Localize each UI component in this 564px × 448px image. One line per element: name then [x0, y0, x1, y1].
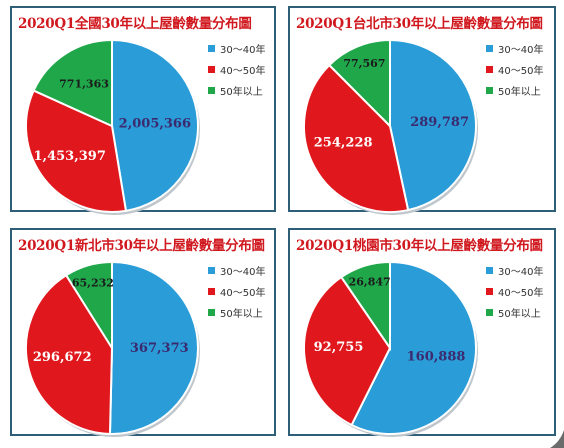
legend-label: 30～40年	[498, 45, 544, 56]
slice-40-50	[303, 275, 392, 427]
legend-swatch	[486, 45, 493, 52]
pie-chart-panel-taipei: 2020Q1台北市30年以上屋齡數量分布圖 289,787 254,228 77,5…	[288, 6, 556, 215]
pie-chart-panel-taoyuan: 2020Q1桃園市30年以上屋齡數量分布圖 160,888 92,755 26,84…	[288, 228, 556, 437]
legend-label: 30～40年	[220, 267, 266, 278]
chart-legend: 30～40年 40～50年 50年以上	[208, 38, 265, 101]
slice-50-plus	[64, 260, 113, 352]
legend-item-40-50: 40～50年	[208, 281, 265, 302]
label-30-40: 160,888	[407, 350, 466, 365]
chart-title: 2020Q1新北市30年以上屋齡數量分布圖	[18, 238, 265, 254]
slice-50-plus	[339, 260, 391, 352]
pie-chart-panel-national: 2020Q1全國30年以上屋齡數量分布圖 2,005,366 1,453,397 7…	[10, 6, 276, 215]
page-corner-curl	[550, 430, 564, 448]
label-40-50: 254,228	[314, 135, 373, 150]
chart-legend: 30～40年 40～50年 50年以上	[486, 260, 543, 323]
legend-label: 40～50年	[498, 288, 544, 299]
pie-chart-panel-new-taipei: 2020Q1新北市30年以上屋齡數量分布圖 367,373 296,672 65,2…	[10, 228, 276, 437]
slice-30-40	[350, 260, 477, 435]
label-30-40: 367,373	[130, 341, 189, 356]
chart-title: 2020Q1桃園市30年以上屋齡數量分布圖	[296, 238, 543, 254]
slice-40-50	[25, 89, 128, 213]
label-40-50: 1,453,397	[34, 149, 106, 164]
label-50-plus: 771,363	[59, 77, 109, 90]
label-40-50: 92,755	[314, 340, 364, 355]
legend-item-30-40: 30～40年	[486, 38, 543, 59]
legend-swatch	[208, 45, 215, 52]
slice-50-plus	[327, 38, 391, 129]
legend-swatch	[486, 267, 493, 274]
legend-swatch	[208, 267, 215, 274]
slice-30-40	[111, 38, 199, 213]
legend-label: 50年以上	[498, 309, 541, 320]
legend-swatch	[486, 309, 493, 316]
legend-label: 50年以上	[220, 309, 263, 320]
legend-item-40-50: 40～50年	[486, 59, 543, 80]
pie-chart: 289,787 254,228 77,567	[303, 38, 478, 215]
pie-chart: 160,888 92,755 26,847	[303, 260, 478, 437]
pie-chart: 2,005,366 1,453,397 771,363	[25, 38, 200, 215]
legend-item-40-50: 40～50年	[486, 281, 543, 302]
legend-label: 40～50年	[220, 66, 266, 77]
legend-item-30-40: 30～40年	[208, 38, 265, 59]
chart-title: 2020Q1全國30年以上屋齡數量分布圖	[18, 16, 252, 32]
legend-swatch	[486, 288, 493, 295]
label-40-50: 296,672	[33, 350, 92, 365]
legend-item-50-plus: 50年以上	[486, 80, 543, 101]
legend-label: 30～40年	[220, 45, 266, 56]
legend-swatch	[208, 66, 215, 73]
legend-swatch	[208, 309, 215, 316]
legend-swatch	[208, 87, 215, 94]
chart-legend: 30～40年 40～50年 50年以上	[208, 260, 265, 323]
slice-30-40	[389, 38, 477, 212]
legend-label: 40～50年	[498, 66, 544, 77]
chart-legend: 30～40年 40～50年 50年以上	[486, 38, 543, 101]
label-50-plus: 65,232	[72, 277, 114, 290]
legend-label: 30～40年	[498, 267, 544, 278]
slice-50-plus	[32, 38, 113, 128]
legend-label: 40～50年	[220, 288, 266, 299]
legend-item-40-50: 40～50年	[208, 59, 265, 80]
legend-item-50-plus: 50年以上	[486, 302, 543, 323]
legend-swatch	[486, 66, 493, 73]
pie-chart: 367,373 296,672 65,232	[25, 260, 200, 437]
slice-30-40	[108, 260, 199, 435]
legend-swatch	[486, 87, 493, 94]
label-50-plus: 26,847	[349, 275, 391, 288]
legend-swatch	[208, 288, 215, 295]
legend-item-30-40: 30～40年	[208, 260, 265, 281]
label-50-plus: 77,567	[343, 57, 385, 70]
label-30-40: 2,005,366	[119, 117, 191, 132]
legend-item-30-40: 30～40年	[486, 260, 543, 281]
legend-item-50-plus: 50年以上	[208, 302, 265, 323]
slice-40-50	[303, 63, 410, 213]
legend-label: 50年以上	[220, 87, 263, 98]
legend-item-50-plus: 50年以上	[208, 80, 265, 101]
legend-label: 50年以上	[498, 87, 541, 98]
chart-title: 2020Q1台北市30年以上屋齡數量分布圖	[296, 16, 543, 32]
label-30-40: 289,787	[410, 115, 469, 130]
